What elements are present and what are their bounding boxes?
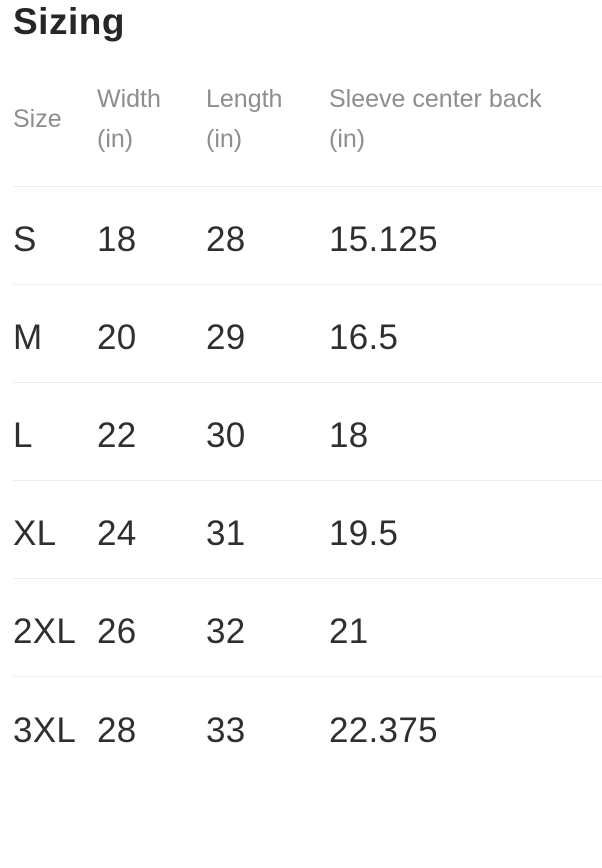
column-unit: (in): [206, 125, 243, 153]
table-row-s: S 18 28 15.125: [13, 187, 602, 285]
cell-width: 26: [97, 612, 137, 651]
cell-size: L: [13, 416, 33, 455]
column-unit: (in): [329, 125, 366, 153]
cell-sleeve: 21: [329, 612, 369, 651]
column-header-size: Size: [13, 52, 97, 186]
table-row-3xl: 3XL 28 33 22.375: [13, 677, 602, 775]
cell-sleeve: 15.125: [329, 220, 438, 259]
cell-length: 33: [206, 710, 246, 750]
table-row-l: L 22 30 18: [13, 383, 602, 481]
cell-width: 22: [97, 416, 137, 455]
sizing-table: Size Width (in) Length (in) Sleeve cente…: [13, 42, 602, 775]
cell-size: XL: [13, 514, 57, 553]
table-row-2xl: 2XL 26 32 21: [13, 579, 602, 677]
cell-size: M: [13, 318, 43, 357]
cell-length: 32: [206, 612, 246, 651]
column-header-length: Length (in): [206, 52, 329, 186]
cell-length: 31: [206, 514, 246, 553]
table-row-xl: XL 24 31 19.5: [13, 481, 602, 579]
cell-length: 28: [206, 220, 246, 259]
cell-width: 24: [97, 514, 137, 553]
column-header-sleeve-center-back: Sleeve center back (in): [329, 52, 602, 186]
cell-sleeve: 22.375: [329, 710, 438, 750]
cell-size: S: [13, 220, 37, 259]
cell-width: 20: [97, 318, 137, 357]
table-header-row: Size Width (in) Length (in) Sleeve cente…: [13, 42, 602, 187]
column-label: Width: [97, 85, 161, 113]
column-label: Length: [206, 85, 283, 113]
column-label: Size: [13, 105, 62, 133]
cell-sleeve: 16.5: [329, 318, 399, 357]
column-label: Sleeve center back: [329, 85, 542, 113]
cell-length: 30: [206, 416, 246, 455]
cell-length: 29: [206, 318, 246, 357]
cell-size: 2XL: [13, 612, 77, 651]
cell-sleeve: 18: [329, 416, 369, 455]
cell-sleeve: 19.5: [329, 514, 399, 553]
cell-size: 3XL: [13, 710, 77, 750]
cell-width: 28: [97, 710, 137, 750]
table-row-m: M 20 29 16.5: [13, 285, 602, 383]
cell-width: 18: [97, 220, 137, 259]
column-unit: (in): [97, 125, 134, 153]
column-header-width: Width (in): [97, 52, 206, 186]
page-title: Sizing: [13, 1, 125, 42]
